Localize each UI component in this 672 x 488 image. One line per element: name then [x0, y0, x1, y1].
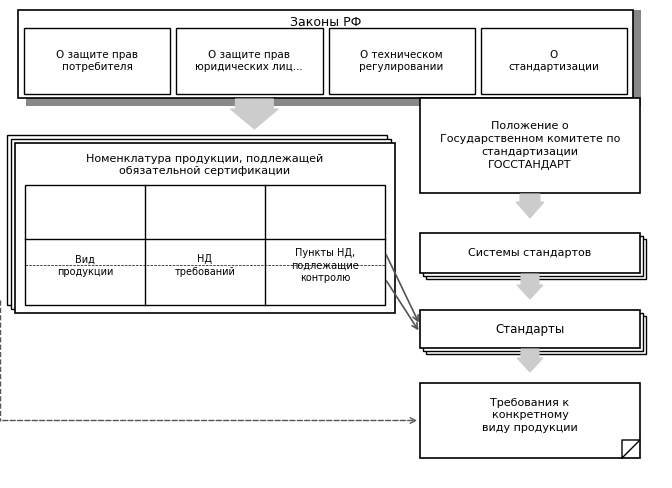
- FancyBboxPatch shape: [24, 28, 170, 94]
- Text: Номенклатура продукции, подлежащей
обязательной сертификации: Номенклатура продукции, подлежащей обяза…: [87, 154, 324, 176]
- FancyBboxPatch shape: [423, 236, 643, 276]
- FancyBboxPatch shape: [420, 98, 640, 193]
- Text: О
стандартизации: О стандартизации: [509, 50, 599, 72]
- Text: НД
требований: НД требований: [175, 254, 235, 277]
- FancyBboxPatch shape: [26, 98, 641, 106]
- FancyArrow shape: [516, 194, 544, 218]
- Text: О защите прав
юридических лиц...: О защите прав юридических лиц...: [196, 50, 303, 72]
- FancyBboxPatch shape: [420, 233, 640, 273]
- FancyBboxPatch shape: [426, 316, 646, 354]
- Text: О защите прав
потребителя: О защите прав потребителя: [56, 50, 138, 72]
- FancyBboxPatch shape: [633, 10, 641, 106]
- FancyBboxPatch shape: [420, 310, 640, 348]
- FancyBboxPatch shape: [480, 28, 627, 94]
- FancyArrow shape: [230, 99, 278, 129]
- FancyBboxPatch shape: [420, 383, 640, 458]
- FancyBboxPatch shape: [15, 143, 395, 313]
- FancyArrow shape: [517, 274, 543, 299]
- FancyBboxPatch shape: [426, 239, 646, 279]
- Text: Пункты НД,
подлежащие
контролю: Пункты НД, подлежащие контролю: [291, 248, 359, 283]
- Text: Положение о
Государственном комитете по
стандартизации
ГОССТАНДАРТ: Положение о Государственном комитете по …: [439, 122, 620, 170]
- Text: О техническом
регулировании: О техническом регулировании: [360, 50, 444, 72]
- FancyBboxPatch shape: [18, 10, 633, 98]
- Text: Законы РФ: Законы РФ: [290, 17, 361, 29]
- FancyBboxPatch shape: [25, 185, 385, 305]
- Text: Системы стандартов: Системы стандартов: [468, 248, 591, 258]
- Text: Стандарты: Стандарты: [495, 323, 564, 336]
- FancyBboxPatch shape: [329, 28, 474, 94]
- Text: Требования к
конкретному
виду продукции: Требования к конкретному виду продукции: [482, 398, 578, 433]
- FancyArrow shape: [535, 99, 573, 174]
- FancyBboxPatch shape: [7, 135, 387, 305]
- FancyBboxPatch shape: [176, 28, 323, 94]
- Text: Вид
продукции: Вид продукции: [57, 254, 113, 277]
- FancyBboxPatch shape: [423, 313, 643, 351]
- FancyBboxPatch shape: [11, 139, 391, 309]
- FancyArrow shape: [517, 349, 543, 372]
